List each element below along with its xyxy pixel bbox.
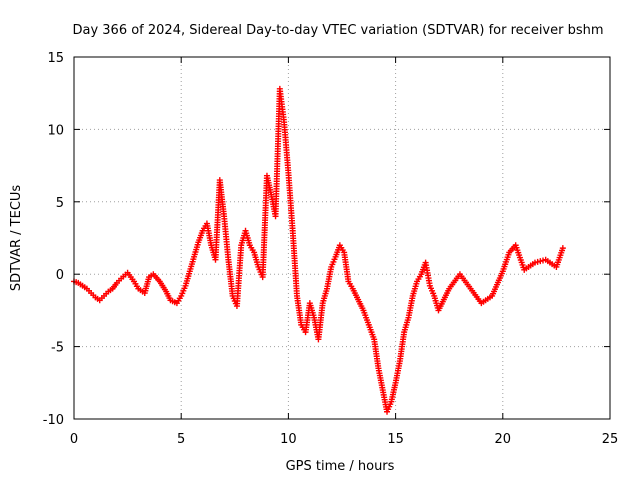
- x-tick-label: 20: [495, 432, 512, 447]
- y-tick-label: 10: [47, 123, 64, 138]
- x-tick-label: 5: [177, 432, 185, 447]
- data-point: [559, 245, 566, 252]
- y-tick-label: 15: [47, 51, 64, 66]
- x-tick-label: 0: [70, 432, 78, 447]
- grid-lines: [74, 57, 610, 419]
- axis-ticks: 0 5 10 15 20 25 -10 -5 0 5 10 15: [43, 51, 619, 447]
- x-tick-label: 15: [387, 432, 404, 447]
- y-tick-label: -5: [51, 341, 64, 356]
- x-tick-label: 25: [602, 432, 619, 447]
- y-tick-label: 5: [56, 196, 64, 211]
- chart-title: Day 366 of 2024, Sidereal Day-to-day VTE…: [72, 23, 603, 38]
- y-tick-label: 0: [56, 268, 64, 283]
- data-points: [71, 85, 566, 415]
- x-axis-label: GPS time / hours: [286, 459, 395, 474]
- plot-frame: [73, 56, 611, 420]
- y-tick-label: -10: [43, 413, 64, 428]
- y-axis-label: SDTVAR / TECUs: [9, 185, 24, 292]
- x-tick-label: 10: [280, 432, 297, 447]
